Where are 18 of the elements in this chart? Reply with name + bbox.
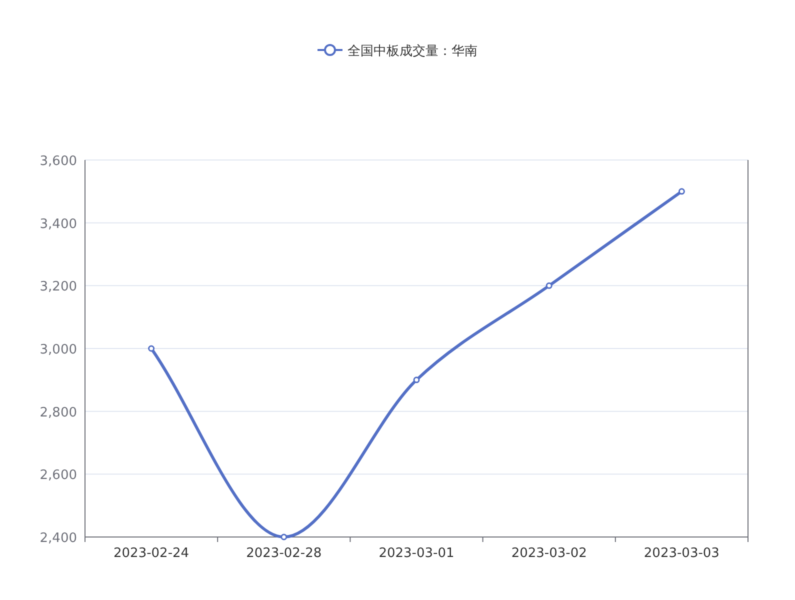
point	[546, 282, 552, 289]
x-tick-label: 2023-03-01	[378, 546, 454, 561]
x-tick-label: 2023-03-02	[511, 546, 587, 561]
point	[280, 534, 288, 540]
x-tick-label: 2023-02-28	[246, 546, 322, 561]
x-tick-label: 2023-02-24	[114, 546, 190, 561]
y-tick-label: 3,000	[40, 342, 77, 358]
y-tick-label: 2,400	[40, 531, 77, 546]
x-tick-label: 2023-03-03	[644, 546, 720, 561]
legend-label: 全国中板成交量：华南	[348, 43, 478, 59]
point	[413, 376, 420, 384]
point	[678, 188, 685, 195]
y-tick-label: 2,600	[40, 468, 77, 484]
y-tick-label: 3,600	[40, 154, 77, 169]
point	[148, 345, 155, 352]
y-tick-label: 3,200	[40, 280, 77, 295]
y-tick-label: 2,800	[40, 405, 77, 420]
y-tick-label: 3,400	[40, 216, 77, 232]
